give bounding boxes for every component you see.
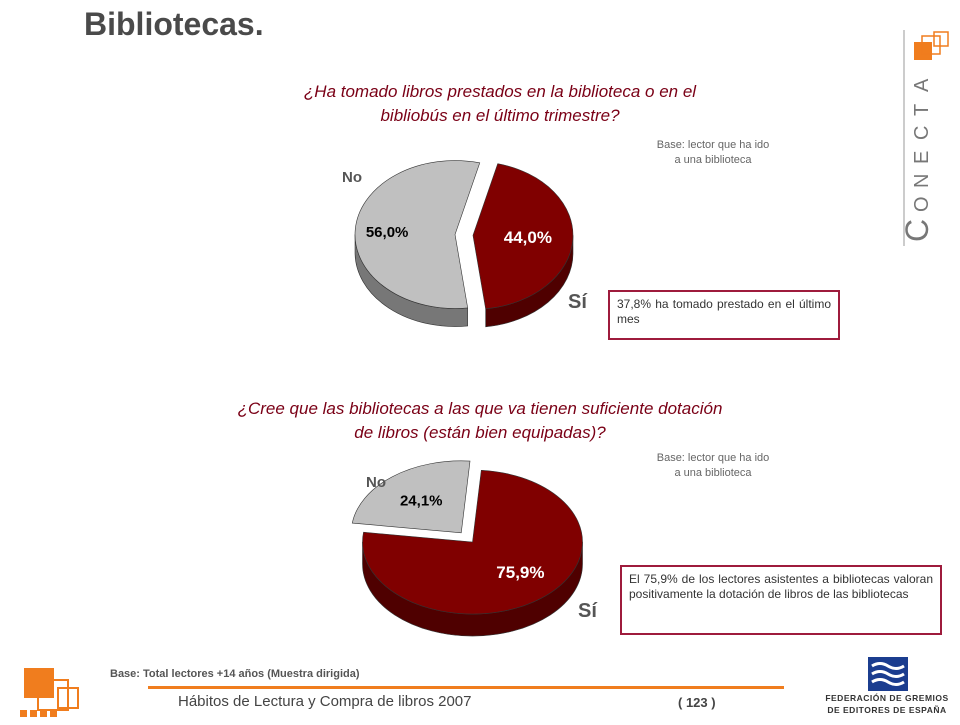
publisher-name: FEDERACIÓN DE GREMIOS DE EDITORES DE ESP… — [818, 692, 956, 716]
question-1-line-1: ¿Ha tomado libros prestados en la biblio… — [303, 82, 697, 101]
callout-1: 37,8% ha tomado prestado en el último me… — [608, 290, 840, 340]
base-note-1-line-2: a una biblioteca — [674, 154, 752, 166]
conecta-letter: C — [911, 126, 933, 140]
publisher-name-line-2: DE EDITORES DE ESPAÑA — [827, 705, 947, 715]
conecta-letter: T — [911, 104, 933, 116]
pie-slice-si — [362, 469, 583, 615]
base-note-1-line-1: Base: lector que ha ido — [656, 139, 770, 151]
publisher-name-line-1: FEDERACIÓN DE GREMIOS — [825, 693, 949, 703]
question-2: ¿Cree que las bibliotecas a las que va t… — [160, 397, 800, 445]
question-1: ¿Ha tomado libros prestados en la biblio… — [220, 80, 780, 128]
footer-logo — [18, 666, 82, 720]
callout-2: El 75,9% de los lectores asistentes a bi… — [620, 565, 942, 635]
pie-value-label-no: 56,0% — [366, 224, 409, 241]
publisher-logo — [868, 657, 908, 691]
pie-category-label-si: Sí — [568, 291, 588, 313]
pie-slice-no — [351, 460, 471, 534]
footer-report-title: Hábitos de Lectura y Compra de libros 20… — [178, 693, 472, 710]
footer-divider — [148, 686, 784, 689]
question-2-line-2: de libros (están bien equipadas)? — [354, 423, 606, 442]
pie-category-label-si: Sí — [578, 600, 598, 622]
pie-value-label-no: 24,1% — [400, 492, 443, 509]
pie-value-label-si: 75,9% — [496, 563, 544, 582]
pie-category-label-no: No — [342, 169, 362, 186]
pie-slice-si — [472, 163, 574, 310]
footer-base-note: Base: Total lectores +14 años (Muestra d… — [110, 668, 360, 680]
pie-value-label-si: 44,0% — [504, 228, 552, 247]
pie-category-label-no: No — [366, 474, 386, 491]
conecta-letter: E — [911, 151, 933, 164]
conecta-letter: C — [899, 219, 935, 242]
page-number: ( 123 ) — [678, 695, 716, 710]
base-note-2: Base: lector que ha ido a una biblioteca — [628, 451, 798, 481]
pie-chart-library-loans: 44,0% 56,0% No Sí — [342, 160, 588, 328]
pie-slice-no — [354, 160, 481, 309]
base-note-2-line-1: Base: lector que ha ido — [656, 452, 770, 464]
page-title: Bibliotecas. — [84, 6, 264, 42]
conecta-letter: O — [911, 196, 933, 212]
conecta-letter: N — [911, 174, 933, 188]
pie-chart-library-equipment: 75,9% 24,1% No Sí — [351, 460, 598, 637]
base-note-1: Base: lector que ha ido a una biblioteca — [628, 138, 798, 168]
conecta-letter: A — [911, 78, 933, 92]
base-note-2-line-2: a una biblioteca — [674, 467, 752, 479]
question-1-line-2: bibliobús en el último trimestre? — [380, 106, 620, 125]
question-2-line-1: ¿Cree que las bibliotecas a las que va t… — [237, 399, 723, 418]
